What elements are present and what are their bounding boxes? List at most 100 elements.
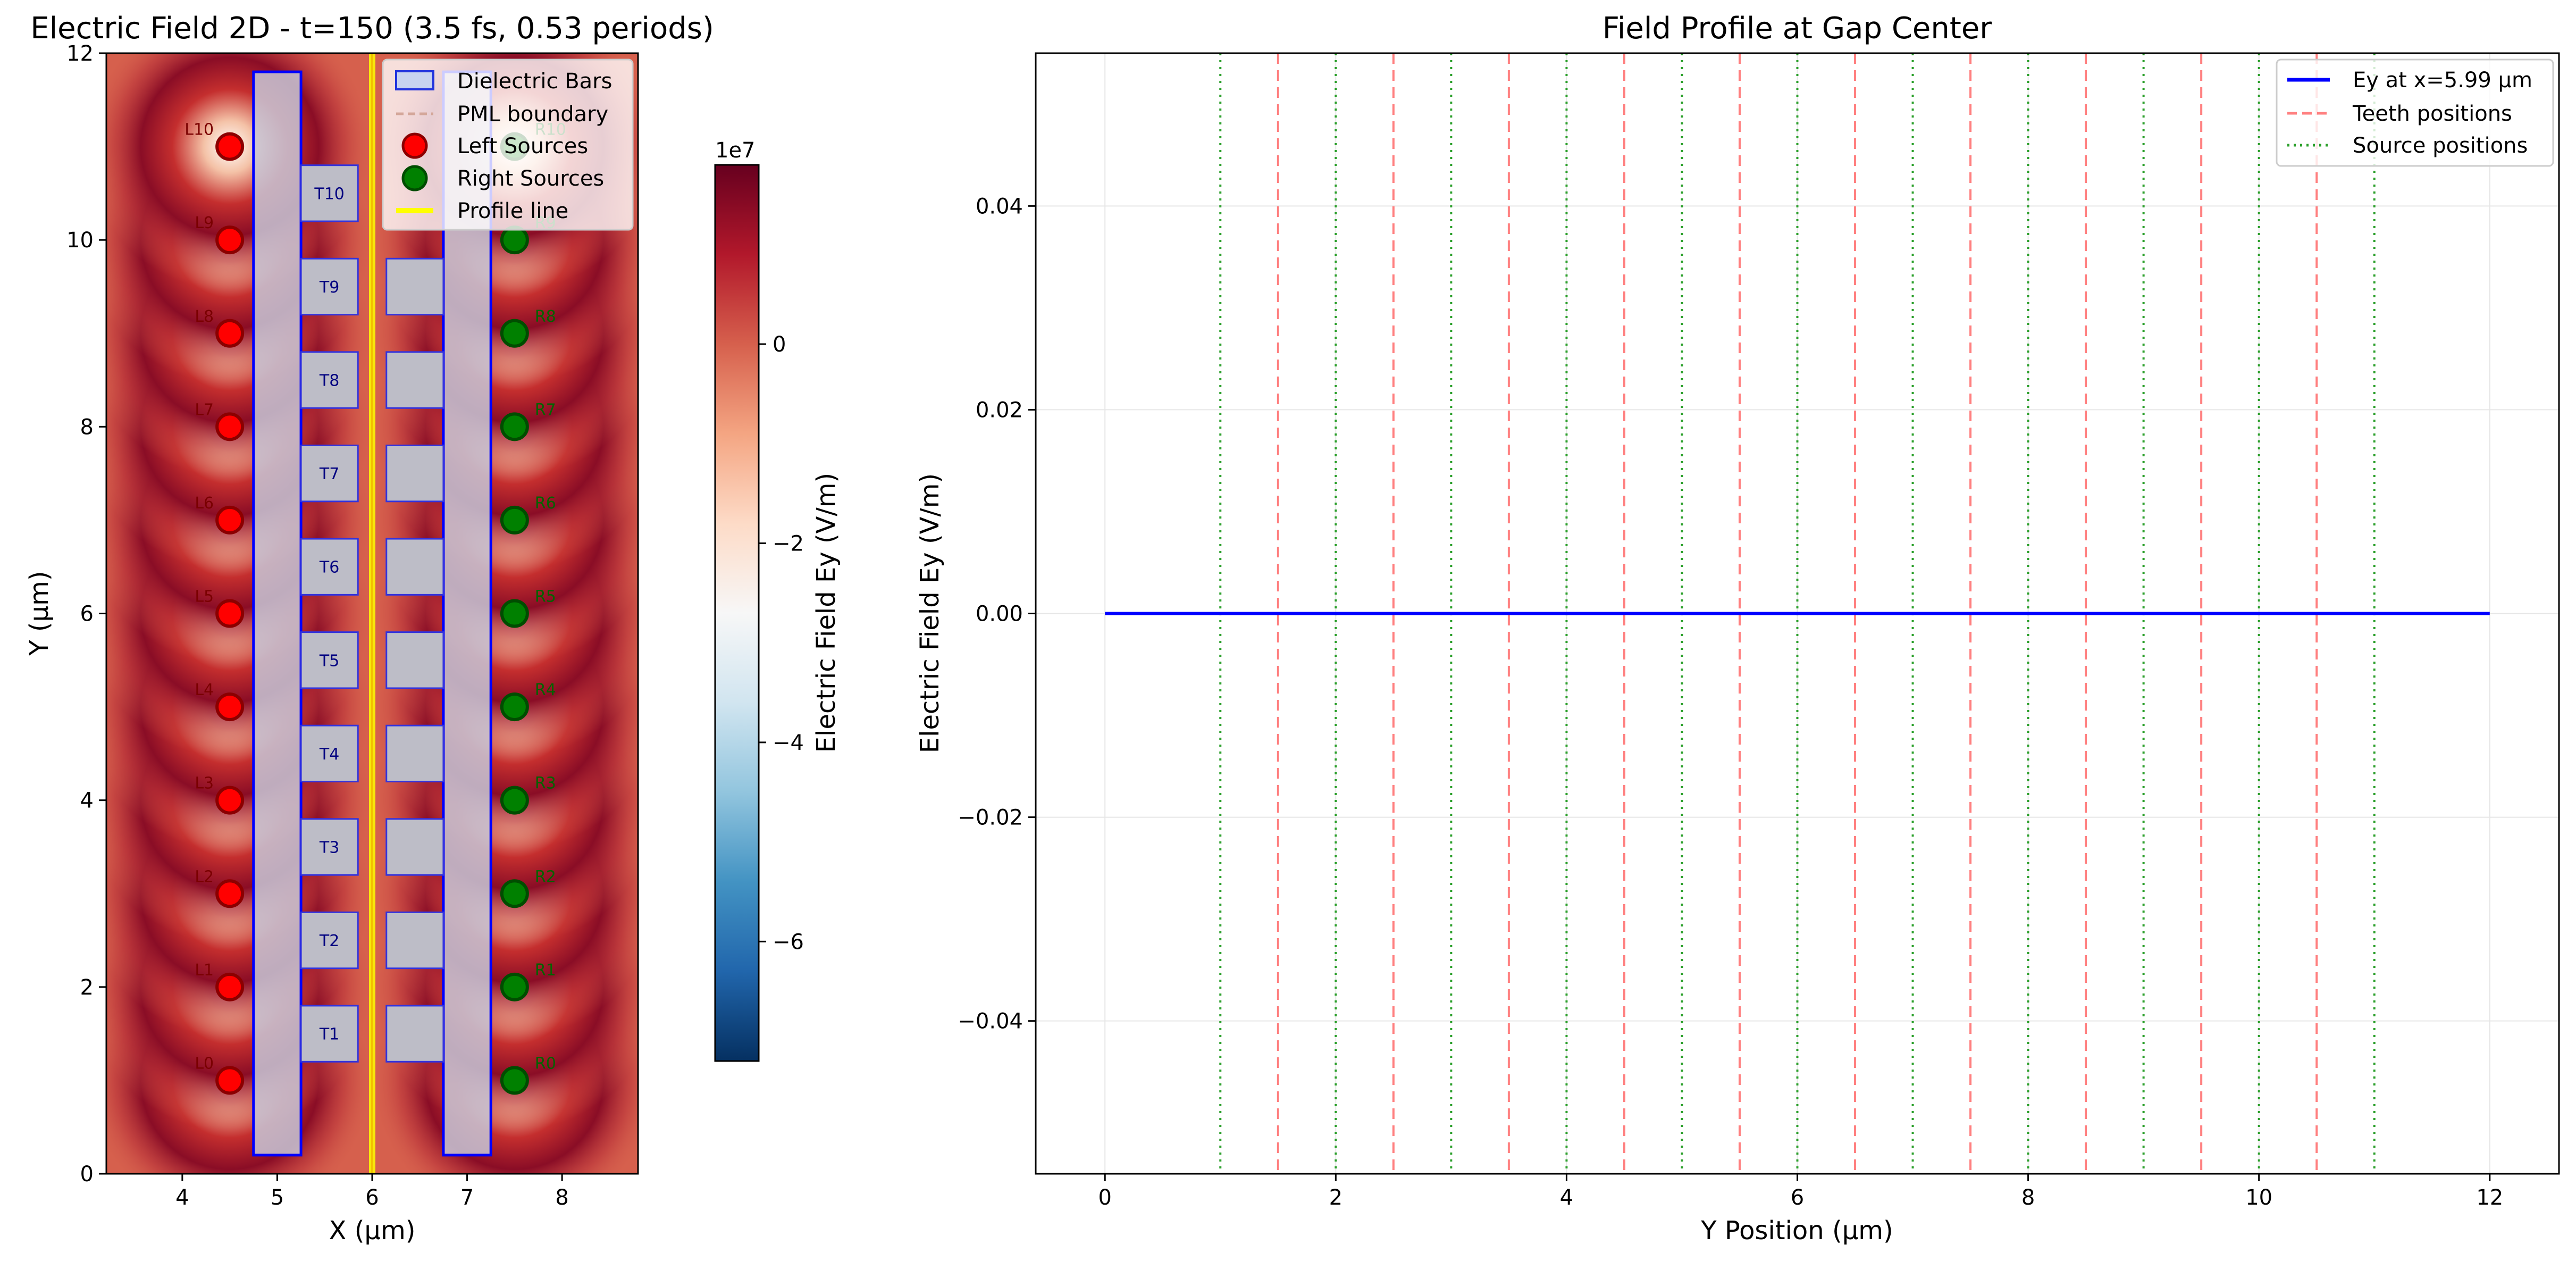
x-tick-label: 7 — [460, 1185, 474, 1210]
legend-left-source-marker — [401, 132, 428, 159]
right-tooth-2 — [385, 911, 444, 970]
colorbar-exponent: 1e7 — [715, 138, 756, 163]
left-source-label: L2 — [195, 867, 214, 886]
tooth-t7 — [300, 444, 359, 503]
right-source-marker — [500, 972, 529, 1001]
dielectric-bar-1 — [252, 70, 303, 1157]
tooth-t3 — [300, 818, 359, 876]
tooth-t2 — [300, 911, 359, 970]
tooth-label: T4 — [319, 745, 339, 764]
left-source-marker — [215, 412, 245, 441]
colorbar — [714, 164, 760, 1062]
y-tick-label: 6 — [80, 602, 94, 627]
y-tick-label: 0.00 — [976, 602, 1023, 627]
left-source-label: L3 — [195, 774, 214, 793]
left-source-label: L1 — [195, 961, 214, 980]
left-source-marker — [215, 505, 245, 535]
x-tick-label: 0 — [1098, 1185, 1112, 1210]
colorbar-ticks: 0 −2 −4 −6 — [759, 332, 804, 954]
left-source-marker — [215, 599, 245, 628]
right-tooth-8 — [385, 351, 444, 409]
tooth-label: T8 — [319, 372, 339, 390]
left-y-axis-label: Y (μm) — [24, 571, 54, 656]
x-tick-label: 5 — [271, 1185, 284, 1210]
tooth-label: T1 — [319, 1025, 339, 1044]
left-source-marker — [215, 1066, 245, 1095]
y-tick-label: 2 — [80, 975, 94, 1000]
x-tick-label: 4 — [1560, 1185, 1573, 1210]
right-x-axis-label: Y Position (μm) — [1700, 1216, 1893, 1246]
legend-pml-label: PML boundary — [457, 102, 608, 127]
tooth-t1 — [300, 1005, 359, 1063]
left-source-marker — [215, 226, 245, 255]
x-tick-label: 8 — [2021, 1185, 2035, 1210]
right-chart-title: Field Profile at Gap Center — [1602, 11, 1993, 46]
right-source-marker — [500, 319, 529, 348]
right-axes: 0 2 4 6 8 10 12 −0.04 −0.02 0.00 0.02 0.04 — [958, 194, 2503, 1210]
right-source-marker — [500, 226, 529, 255]
tooth-label: T3 — [319, 838, 339, 857]
legend-ey-label: Ey at x=5.99 μm — [2353, 68, 2532, 93]
x-tick-label: 4 — [175, 1185, 189, 1210]
right-tooth-1 — [385, 1005, 444, 1063]
tooth-label: T10 — [314, 185, 345, 203]
legend-teeth-label: Teeth positions — [2352, 102, 2512, 126]
left-legend-box — [382, 59, 634, 231]
right-source-marker — [500, 412, 529, 441]
tooth-label: T6 — [319, 558, 339, 577]
x-tick-label: 6 — [365, 1185, 379, 1210]
x-tick-label: 6 — [1791, 1185, 1804, 1210]
tooth-label: T5 — [319, 652, 339, 670]
left-source-marker — [215, 319, 245, 348]
colorbar-tick-label: −2 — [773, 531, 804, 556]
left-source-label: L7 — [195, 400, 214, 419]
left-source-marker — [215, 692, 245, 722]
left-chart-title: Electric Field 2D - t=150 (3.5 fs, 0.53 … — [30, 11, 714, 46]
right-tooth-9 — [385, 257, 444, 316]
right-source-label: R0 — [535, 1054, 556, 1073]
x-tick-label: 2 — [1329, 1185, 1342, 1210]
colorbar-tick-label: −6 — [773, 930, 804, 954]
tooth-t10 — [300, 164, 359, 222]
tooth-t5 — [300, 631, 359, 689]
right-source-label: R1 — [535, 961, 556, 980]
tooth-label: T2 — [319, 932, 339, 950]
legend-right-source-label: Right Sources — [457, 166, 604, 191]
y-tick-label: 10 — [66, 228, 94, 253]
right-tooth-5 — [385, 631, 444, 689]
right-tooth-4 — [385, 724, 444, 783]
left-legend: Dielectric Bars PML boundary Left Source… — [382, 59, 634, 231]
y-tick-label: 0.04 — [976, 194, 1023, 219]
left-source-label: L9 — [195, 214, 214, 232]
y-tick-label: 12 — [66, 41, 94, 66]
right-source-label: R2 — [535, 867, 556, 886]
legend-source-label: Source positions — [2353, 133, 2528, 158]
y-tick-label: 0 — [80, 1162, 94, 1187]
tooth-t6 — [300, 538, 359, 596]
legend-profile-label: Profile line — [457, 199, 568, 223]
field-glow-left — [106, 53, 374, 290]
right-source-label: R5 — [535, 588, 556, 606]
right-source-marker — [500, 1066, 529, 1095]
right-source-label: R6 — [535, 494, 556, 513]
right-source-marker — [500, 599, 529, 628]
right-tooth-3 — [385, 818, 444, 876]
dielectric-bar-2 — [442, 70, 492, 1157]
right-source-marker — [500, 692, 529, 722]
left-x-axis-label: X (μm) — [329, 1216, 416, 1246]
left-source-label: L8 — [195, 307, 214, 326]
y-tick-label: −0.02 — [958, 806, 1023, 830]
legend-right-source-marker — [401, 165, 428, 191]
right-source-marker — [500, 505, 529, 535]
legend-left-source-label: Left Sources — [457, 134, 588, 158]
right-source-marker — [500, 879, 529, 908]
x-tick-label: 10 — [2245, 1185, 2272, 1210]
tooth-label: T9 — [319, 278, 339, 297]
y-tick-label: 4 — [80, 789, 94, 813]
y-tick-label: 8 — [80, 415, 94, 439]
left-source-label: L6 — [195, 494, 214, 513]
left-source-label: L5 — [195, 588, 214, 606]
right-tooth-6 — [385, 538, 444, 596]
left-source-marker — [215, 786, 245, 815]
x-tick-label: 8 — [555, 1185, 568, 1210]
